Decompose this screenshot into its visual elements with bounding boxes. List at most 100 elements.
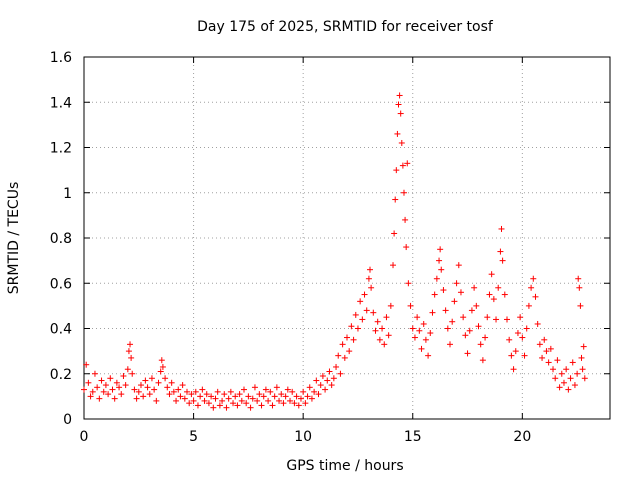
data-point bbox=[567, 375, 574, 382]
x-tick-label: 15 bbox=[404, 429, 422, 445]
data-point bbox=[194, 402, 201, 409]
data-point bbox=[184, 388, 191, 395]
data-point bbox=[523, 325, 530, 332]
data-point bbox=[118, 391, 125, 398]
data-point bbox=[227, 388, 234, 395]
data-point bbox=[181, 395, 188, 402]
data-point bbox=[341, 354, 348, 361]
data-point bbox=[517, 314, 524, 321]
data-point bbox=[436, 257, 443, 264]
data-point bbox=[453, 280, 460, 287]
data-point bbox=[501, 291, 508, 298]
data-point bbox=[151, 386, 158, 393]
data-point bbox=[488, 271, 495, 278]
data-point bbox=[499, 257, 506, 264]
x-tick-label: 5 bbox=[189, 429, 198, 445]
data-point bbox=[394, 130, 401, 137]
data-point bbox=[302, 400, 309, 407]
data-point bbox=[333, 363, 340, 370]
data-point bbox=[372, 327, 379, 334]
data-point bbox=[232, 393, 239, 400]
data-point bbox=[534, 320, 541, 327]
data-point bbox=[519, 334, 526, 341]
data-point bbox=[416, 327, 423, 334]
y-tick-label: 0.4 bbox=[50, 322, 72, 338]
data-point bbox=[271, 393, 278, 400]
data-point bbox=[221, 391, 228, 398]
data-point bbox=[116, 384, 123, 391]
data-point bbox=[359, 316, 366, 323]
data-point bbox=[376, 336, 383, 343]
data-point bbox=[541, 336, 548, 343]
data-point bbox=[563, 366, 570, 373]
data-point bbox=[295, 402, 302, 409]
data-point bbox=[225, 395, 232, 402]
data-point bbox=[175, 386, 182, 393]
data-point bbox=[512, 348, 519, 355]
x-tick-label: 20 bbox=[513, 429, 531, 445]
data-point bbox=[525, 302, 532, 309]
data-point bbox=[451, 298, 458, 305]
data-point bbox=[407, 302, 414, 309]
data-point bbox=[322, 386, 329, 393]
data-point bbox=[254, 397, 261, 404]
data-point bbox=[339, 341, 346, 348]
y-axis-label: SRMTID / TECUs bbox=[6, 182, 22, 295]
data-point bbox=[486, 291, 493, 298]
data-point bbox=[503, 316, 510, 323]
data-point bbox=[506, 336, 513, 343]
data-point bbox=[578, 354, 585, 361]
data-point bbox=[251, 384, 258, 391]
data-point bbox=[431, 291, 438, 298]
data-point bbox=[579, 366, 586, 373]
data-point bbox=[565, 386, 572, 393]
data-point bbox=[230, 400, 237, 407]
data-point bbox=[192, 388, 199, 395]
data-point bbox=[543, 348, 550, 355]
data-point bbox=[403, 244, 410, 251]
y-tick-label: 1 bbox=[63, 186, 72, 202]
grid-lines bbox=[84, 57, 610, 419]
data-point bbox=[135, 388, 142, 395]
data-point bbox=[381, 341, 388, 348]
data-point bbox=[466, 327, 473, 334]
data-point bbox=[346, 348, 353, 355]
data-point bbox=[460, 314, 467, 321]
data-point bbox=[405, 280, 412, 287]
data-point bbox=[479, 357, 486, 364]
y-axis-ticks: 0 0.2 0.4 0.6 0.8 1 1.2 1.4 1.6 bbox=[50, 50, 610, 428]
data-point bbox=[267, 388, 274, 395]
data-point bbox=[552, 375, 559, 382]
data-point bbox=[455, 262, 462, 269]
data-point bbox=[212, 395, 219, 402]
data-point bbox=[203, 391, 210, 398]
data-point bbox=[146, 391, 153, 398]
data-point bbox=[395, 101, 402, 108]
data-point bbox=[433, 275, 440, 282]
data-point bbox=[170, 388, 177, 395]
data-point bbox=[120, 373, 127, 380]
data-point bbox=[179, 382, 186, 389]
data-point bbox=[547, 345, 554, 352]
data-point bbox=[159, 363, 166, 370]
x-tick-label: 0 bbox=[80, 429, 89, 445]
data-point bbox=[335, 352, 342, 359]
data-point bbox=[484, 314, 491, 321]
data-point bbox=[532, 293, 539, 300]
x-tick-label: 10 bbox=[294, 429, 312, 445]
data-point bbox=[87, 393, 94, 400]
data-point bbox=[387, 302, 394, 309]
data-point bbox=[162, 375, 169, 382]
data-point bbox=[201, 397, 208, 404]
data-point bbox=[166, 391, 173, 398]
data-point bbox=[234, 402, 241, 409]
data-point bbox=[142, 377, 149, 384]
data-point bbox=[475, 323, 482, 330]
data-point bbox=[137, 382, 144, 389]
data-point bbox=[240, 386, 247, 393]
data-point bbox=[127, 341, 134, 348]
data-point bbox=[398, 139, 405, 146]
data-point bbox=[554, 357, 561, 364]
data-point bbox=[344, 334, 350, 341]
y-tick-label: 0.2 bbox=[50, 367, 72, 383]
